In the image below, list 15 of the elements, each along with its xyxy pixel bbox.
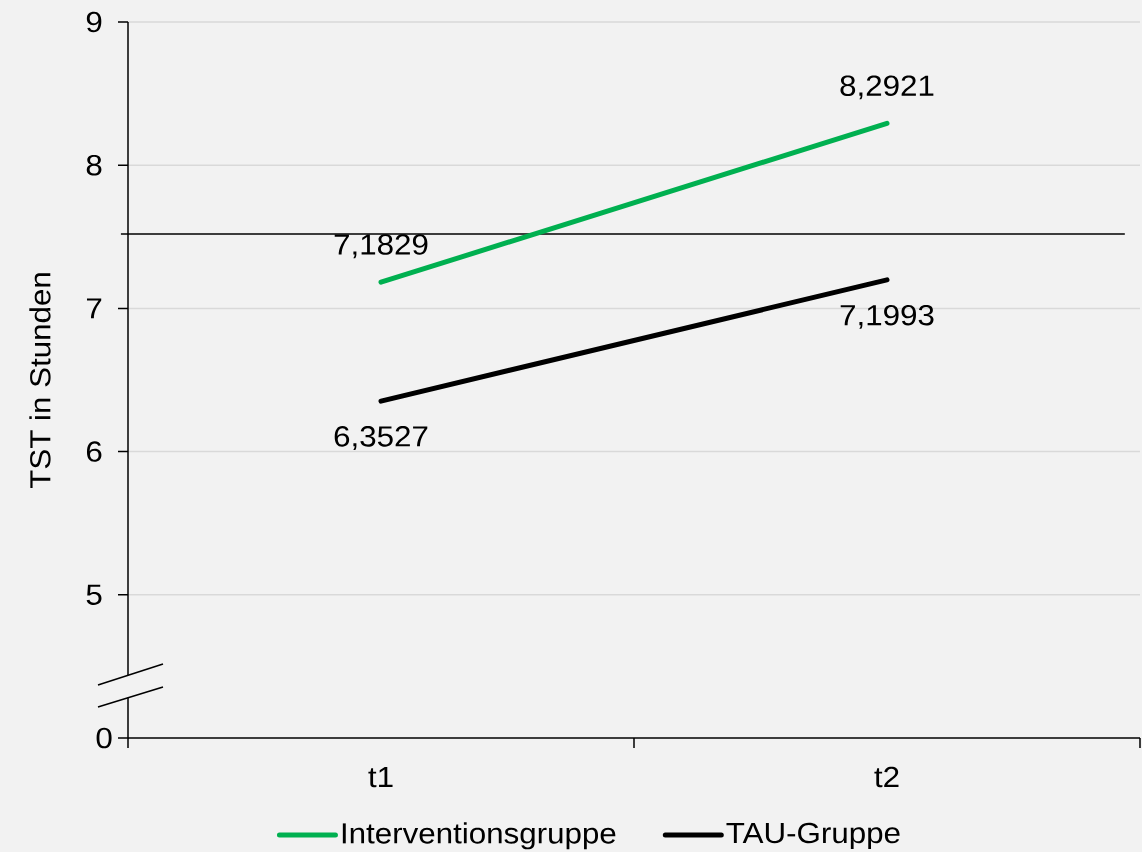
data-label: 6,3527 <box>334 426 428 451</box>
text: 0 <box>96 727 112 749</box>
data-label: 8,2921 <box>840 75 934 100</box>
y-tick-label: 6 <box>86 441 102 462</box>
legend-label: Interventionsgruppe <box>342 822 616 850</box>
y-tick-label: 8 <box>86 154 102 176</box>
y-axis-title: TST in Stunden <box>29 273 51 489</box>
data-label: 7,1829 <box>334 234 428 259</box>
legend-label: TAU-Gruppe <box>726 822 900 849</box>
y-tick-label: 7 <box>86 298 102 319</box>
data-label: 7,1993 <box>840 304 934 329</box>
y-tick-label: 9 <box>86 11 102 33</box>
x-tick-label: t2 <box>874 766 899 788</box>
y-tick-label: 5 <box>86 584 102 605</box>
x-tick-label: t1 <box>368 767 393 788</box>
